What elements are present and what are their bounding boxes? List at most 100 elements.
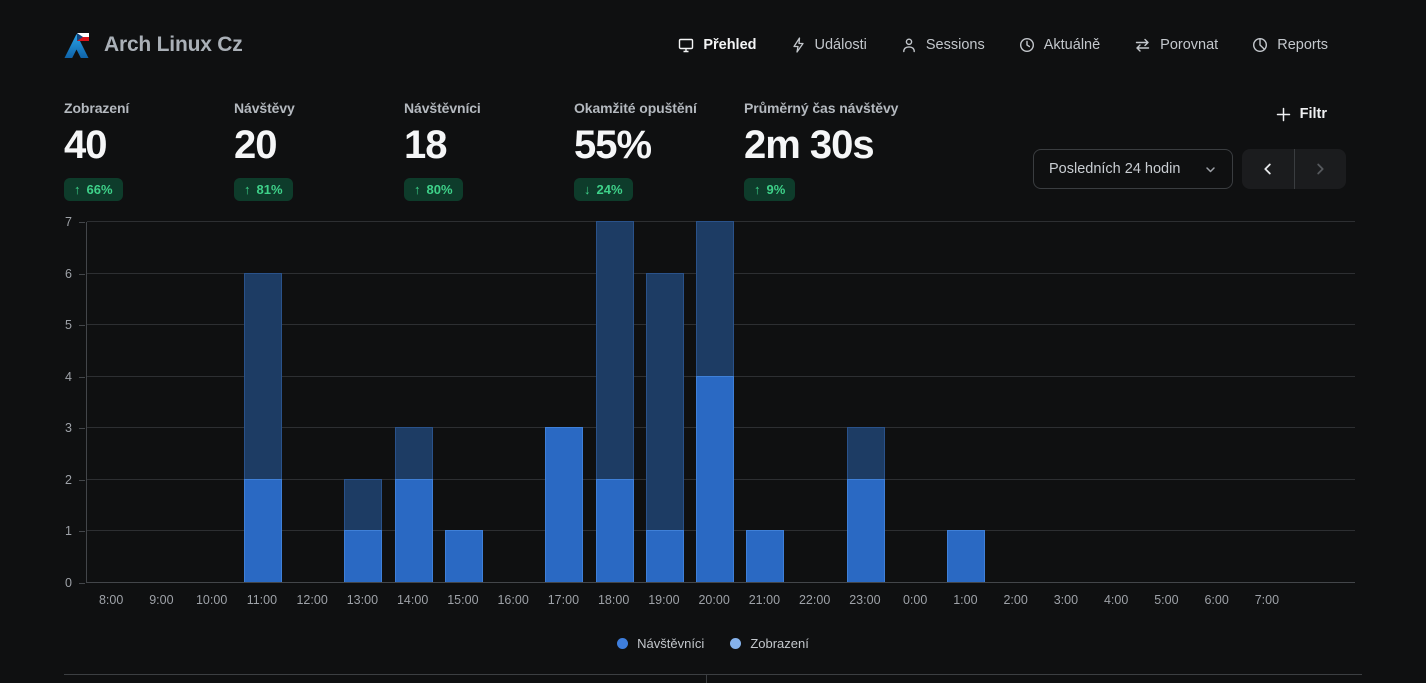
bottom-panels-divider [64,674,1362,675]
metric-value: 18 [404,123,448,167]
chart-bar-navstevnici[interactable] [746,530,785,582]
legend-item-návštěvníci[interactable]: Návštěvníci [617,636,704,651]
metric-value: 40 [64,123,108,167]
chart-bar-navstevnici[interactable] [545,427,584,582]
chart-bar-navstevnici[interactable] [243,478,282,582]
x-axis-label: 23:00 [849,593,881,607]
y-axis-label: 3 [56,421,85,435]
metric-label: Okamžité opuštění [574,100,697,116]
metrics-bar: Zobrazení 40 ↑ 66% Návštěvy 20 ↑ 81% Návšt… [0,62,1426,201]
chart-bar-navstevnici[interactable] [696,375,735,582]
y-axis-label: 7 [56,215,85,229]
metric-value: 55% [574,123,652,167]
clock-icon [1019,37,1034,53]
metric-label: Návštěvníci [404,100,481,116]
metric-navstevnici: Návštěvníci 18 ↑ 80% [404,100,574,201]
chart-bar-navstevnici[interactable] [645,530,684,582]
x-axis-label: 16:00 [497,593,529,607]
previous-period-button[interactable] [1242,149,1294,189]
plus-icon [1276,107,1290,121]
chart-bar-zobrazeni[interactable] [645,272,684,582]
trend-badge: ↓ 24% [574,178,633,201]
x-axis-label: 11:00 [246,593,278,607]
legend-dot-icon [730,638,742,649]
x-axis-label: 12:00 [296,593,328,607]
date-range-value: Posledních 24 hodin [1049,161,1181,177]
trend-up-icon: ↑ [74,182,81,197]
date-pager [1242,149,1346,189]
x-axis-label: 6:00 [1204,593,1229,607]
x-axis-label: 2:00 [1003,593,1028,607]
metric-label: Průměrný čas návštěvy [744,100,899,116]
metric-navstevy: Návštěvy 20 ↑ 81% [234,100,404,201]
x-axis-label: 17:00 [547,593,580,607]
x-axis-label: 7:00 [1254,593,1280,607]
chart-y-axis: 0 1 2 3 4 5 6 7 [0,215,85,590]
x-axis-label: 8:00 [98,593,124,607]
metric-prumerny-cas: Průměrný čas návštěvy 2m 30s ↑ 9% [744,100,914,201]
x-axis-label: 10:00 [195,593,228,607]
nav-label: Přehled [703,37,757,53]
legend-dot-icon [617,638,629,649]
nav-item-prehled[interactable]: Přehled [678,37,757,53]
x-axis-label: 19:00 [648,593,680,607]
nav-label: Sessions [925,37,985,53]
chart-bar-navstevnici[interactable] [344,530,383,582]
chart-bar-navstevnici[interactable] [846,478,885,582]
trend-up-icon: ↑ [414,182,421,197]
nav-item-udalosti[interactable]: Události [791,37,867,53]
chart-bar-navstevnici[interactable] [595,478,634,582]
date-range-select[interactable]: Posledních 24 hodin [1033,149,1233,189]
chart-bar-navstevnici[interactable] [947,530,986,582]
nav-item-porovnat[interactable]: Porovnat [1134,37,1218,53]
legend-item-zobrazení[interactable]: Zobrazení [730,636,809,651]
chevron-right-icon [1317,163,1324,175]
x-axis-label: 15:00 [447,593,479,607]
trend-badge: ↑ 66% [64,178,123,201]
trend-badge: ↑ 81% [234,178,293,201]
filter-button[interactable]: Filtr [1276,106,1327,122]
y-axis-label: 6 [56,267,85,281]
main-nav: Přehled Události Sessions Aktuálně Porov… [678,37,1328,53]
top-bar: Arch Linux Cz Přehled Události Sessions … [0,0,1426,62]
nav-item-reports[interactable]: Reports [1252,37,1328,53]
x-axis-label: 0:00 [902,593,928,607]
trend-up-icon: ↑ [244,182,251,197]
chart-bar-navstevnici[interactable] [394,478,433,582]
person-icon [902,38,915,53]
brand[interactable]: Arch Linux Cz [64,32,243,59]
legend-label: Návštěvníci [637,636,705,651]
chart-bars [87,221,1293,582]
y-axis-label: 1 [56,524,85,538]
metric-label: Zobrazení [64,100,130,116]
chart-plot[interactable] [86,221,1355,583]
y-axis-label: 2 [56,473,85,487]
x-axis-label: 22:00 [798,593,831,607]
nav-item-sessions[interactable]: Sessions [901,37,985,53]
metric-value: 20 [234,123,278,167]
pie-chart-icon [1253,37,1268,53]
chevron-left-icon [1264,163,1271,175]
x-axis-label: 3:00 [1053,593,1079,607]
nav-label: Reports [1277,37,1328,53]
legend-label: Zobrazení [750,636,809,651]
trend-up-icon: ↑ [754,182,761,197]
x-axis-label: 20:00 [698,593,730,607]
y-axis-label: 4 [56,370,85,384]
y-axis-label: 0 [56,576,85,590]
x-axis-label: 4:00 [1103,593,1129,607]
monitor-icon [679,38,694,53]
filter-button-label: Filtr [1299,106,1327,122]
nav-label: Aktuálně [1043,37,1101,53]
next-period-button[interactable] [1295,149,1347,189]
x-axis-label: 13:00 [346,593,379,607]
site-title: Arch Linux Cz [104,33,243,56]
x-axis-label: 18:00 [597,593,630,607]
metric-zobrazeni: Zobrazení 40 ↑ 66% [64,100,234,201]
chart-bar-navstevnici[interactable] [444,530,483,582]
metric-label: Návštěvy [234,100,295,116]
trend-badge: ↑ 80% [404,178,463,201]
x-axis-label: 21:00 [748,593,781,607]
nav-item-aktualne[interactable]: Aktuálně [1019,37,1100,53]
